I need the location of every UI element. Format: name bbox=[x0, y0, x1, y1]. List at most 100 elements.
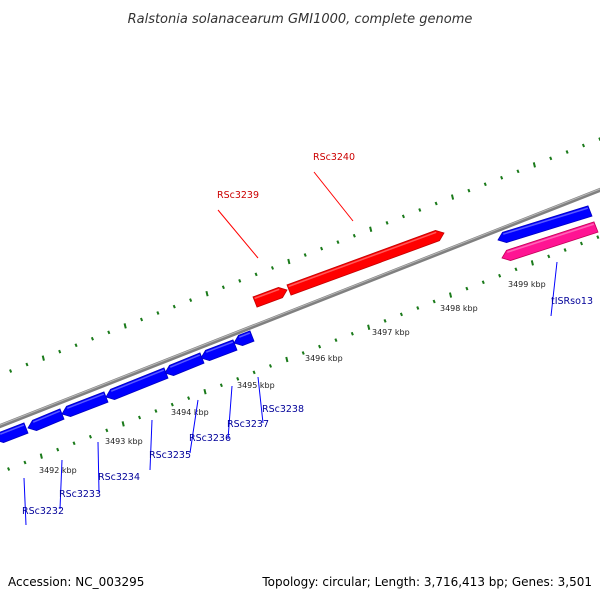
gene-arrow bbox=[252, 287, 288, 308]
leader-line bbox=[59, 459, 63, 510]
gene-track bbox=[0, 205, 599, 443]
minor-tick bbox=[530, 260, 534, 266]
gene-label: RSc3233 bbox=[59, 489, 101, 500]
minor-tick bbox=[565, 150, 569, 154]
minor-tick bbox=[514, 267, 518, 272]
minor-tick bbox=[596, 235, 600, 239]
upper-tick-track bbox=[9, 137, 600, 373]
minor-tick bbox=[432, 299, 436, 304]
minor-tick bbox=[516, 169, 520, 174]
minor-tick bbox=[252, 370, 256, 375]
gene-arrow bbox=[200, 339, 238, 361]
minor-tick bbox=[268, 364, 273, 368]
tick-label: 3499 kbp bbox=[508, 280, 546, 289]
gene-label-track: RSc3232 RSc3233 RSc3234 RSc3235 RSc3236 RSc32… bbox=[22, 152, 593, 526]
tick-label: 3493 kbp bbox=[105, 437, 143, 446]
minor-tick bbox=[350, 331, 354, 336]
minor-tick bbox=[90, 336, 94, 341]
minor-tick bbox=[105, 428, 109, 433]
minor-tick bbox=[205, 290, 209, 297]
leader-line bbox=[313, 171, 354, 222]
minor-tick bbox=[549, 156, 553, 161]
accession-label: Accession: NC_003295 bbox=[8, 575, 144, 589]
gene-label: RSc3232 bbox=[22, 506, 64, 517]
leader-line bbox=[257, 376, 264, 424]
minor-tick bbox=[154, 409, 158, 413]
minor-tick bbox=[579, 241, 584, 246]
minor-tick bbox=[270, 266, 275, 270]
minor-tick bbox=[9, 369, 13, 373]
minor-tick bbox=[189, 298, 193, 303]
tick-label: 3495 kbp bbox=[237, 381, 275, 390]
minor-tick bbox=[236, 376, 240, 381]
minor-tick bbox=[138, 415, 142, 420]
minor-tick bbox=[563, 248, 567, 252]
minor-tick bbox=[221, 285, 225, 290]
minor-tick bbox=[320, 246, 324, 251]
genome-backbone bbox=[0, 187, 600, 429]
minor-tick bbox=[107, 330, 111, 335]
genome-backbone-highlight bbox=[0, 188, 600, 426]
minor-tick bbox=[465, 286, 469, 291]
gene-arrow-shine bbox=[506, 223, 595, 253]
leader-line bbox=[227, 385, 233, 440]
minor-tick bbox=[287, 258, 291, 265]
gene-label: RSc3234 bbox=[98, 472, 140, 483]
leader-line bbox=[217, 209, 259, 259]
minor-tick bbox=[481, 280, 485, 285]
gene-arrow bbox=[233, 330, 255, 346]
minor-tick bbox=[121, 421, 125, 427]
minor-tick bbox=[56, 447, 60, 452]
minor-tick bbox=[140, 317, 144, 322]
minor-tick bbox=[156, 311, 160, 315]
minor-tick bbox=[238, 278, 242, 283]
leader-line bbox=[149, 419, 153, 471]
minor-tick bbox=[318, 344, 322, 349]
minor-tick bbox=[285, 356, 289, 363]
gene-arrow-shine bbox=[238, 332, 251, 338]
minor-tick bbox=[450, 194, 455, 200]
minor-tick bbox=[401, 214, 405, 219]
leader-line bbox=[550, 261, 558, 317]
minor-tick bbox=[500, 175, 504, 180]
minor-tick bbox=[418, 208, 422, 212]
minor-tick bbox=[369, 226, 373, 233]
minor-tick bbox=[434, 201, 438, 206]
minor-tick bbox=[416, 306, 420, 310]
minor-tick bbox=[352, 233, 356, 238]
tick-label: 3494 kbp bbox=[171, 408, 209, 417]
tick-label: 3496 kbp bbox=[305, 354, 343, 363]
gene-arrow-shine bbox=[66, 393, 105, 409]
minor-tick bbox=[498, 273, 502, 278]
minor-tick bbox=[254, 272, 258, 277]
gene-arrow bbox=[0, 422, 29, 443]
gene-arrow-shine bbox=[205, 341, 234, 353]
lower-tick-track bbox=[7, 235, 600, 471]
minor-tick bbox=[172, 304, 176, 309]
gene-arrow-shine bbox=[110, 369, 165, 392]
gene-arrow-shine bbox=[254, 288, 280, 300]
tick-label-track: 3492 kbp 3493 kbp 3494 kbp 3495 kbp 3496 kbp… bbox=[39, 280, 546, 475]
gene-arrow bbox=[501, 221, 599, 261]
minor-tick bbox=[219, 383, 223, 388]
gene-label: RSc3238 bbox=[262, 404, 304, 415]
minor-tick bbox=[88, 434, 92, 439]
minor-tick bbox=[301, 351, 305, 355]
leader-line bbox=[97, 441, 100, 493]
gene-arrow-shine bbox=[169, 354, 201, 368]
minor-tick bbox=[58, 349, 62, 354]
gene-arrow-shine bbox=[288, 231, 437, 288]
leader-line bbox=[189, 399, 199, 454]
gene-label: tISRso13 bbox=[551, 296, 593, 307]
minor-tick bbox=[170, 402, 174, 407]
minor-tick bbox=[483, 182, 487, 187]
gene-label: RSc3237 bbox=[227, 419, 269, 430]
minor-tick bbox=[367, 324, 371, 331]
gene-label: RSc3236 bbox=[189, 433, 231, 444]
minor-tick bbox=[39, 453, 43, 459]
minor-tick bbox=[23, 460, 27, 465]
tick-label: 3498 kbp bbox=[440, 304, 478, 313]
gene-arrow-shine bbox=[0, 424, 25, 435]
minor-tick bbox=[74, 343, 78, 348]
gene-arrow bbox=[497, 205, 593, 243]
